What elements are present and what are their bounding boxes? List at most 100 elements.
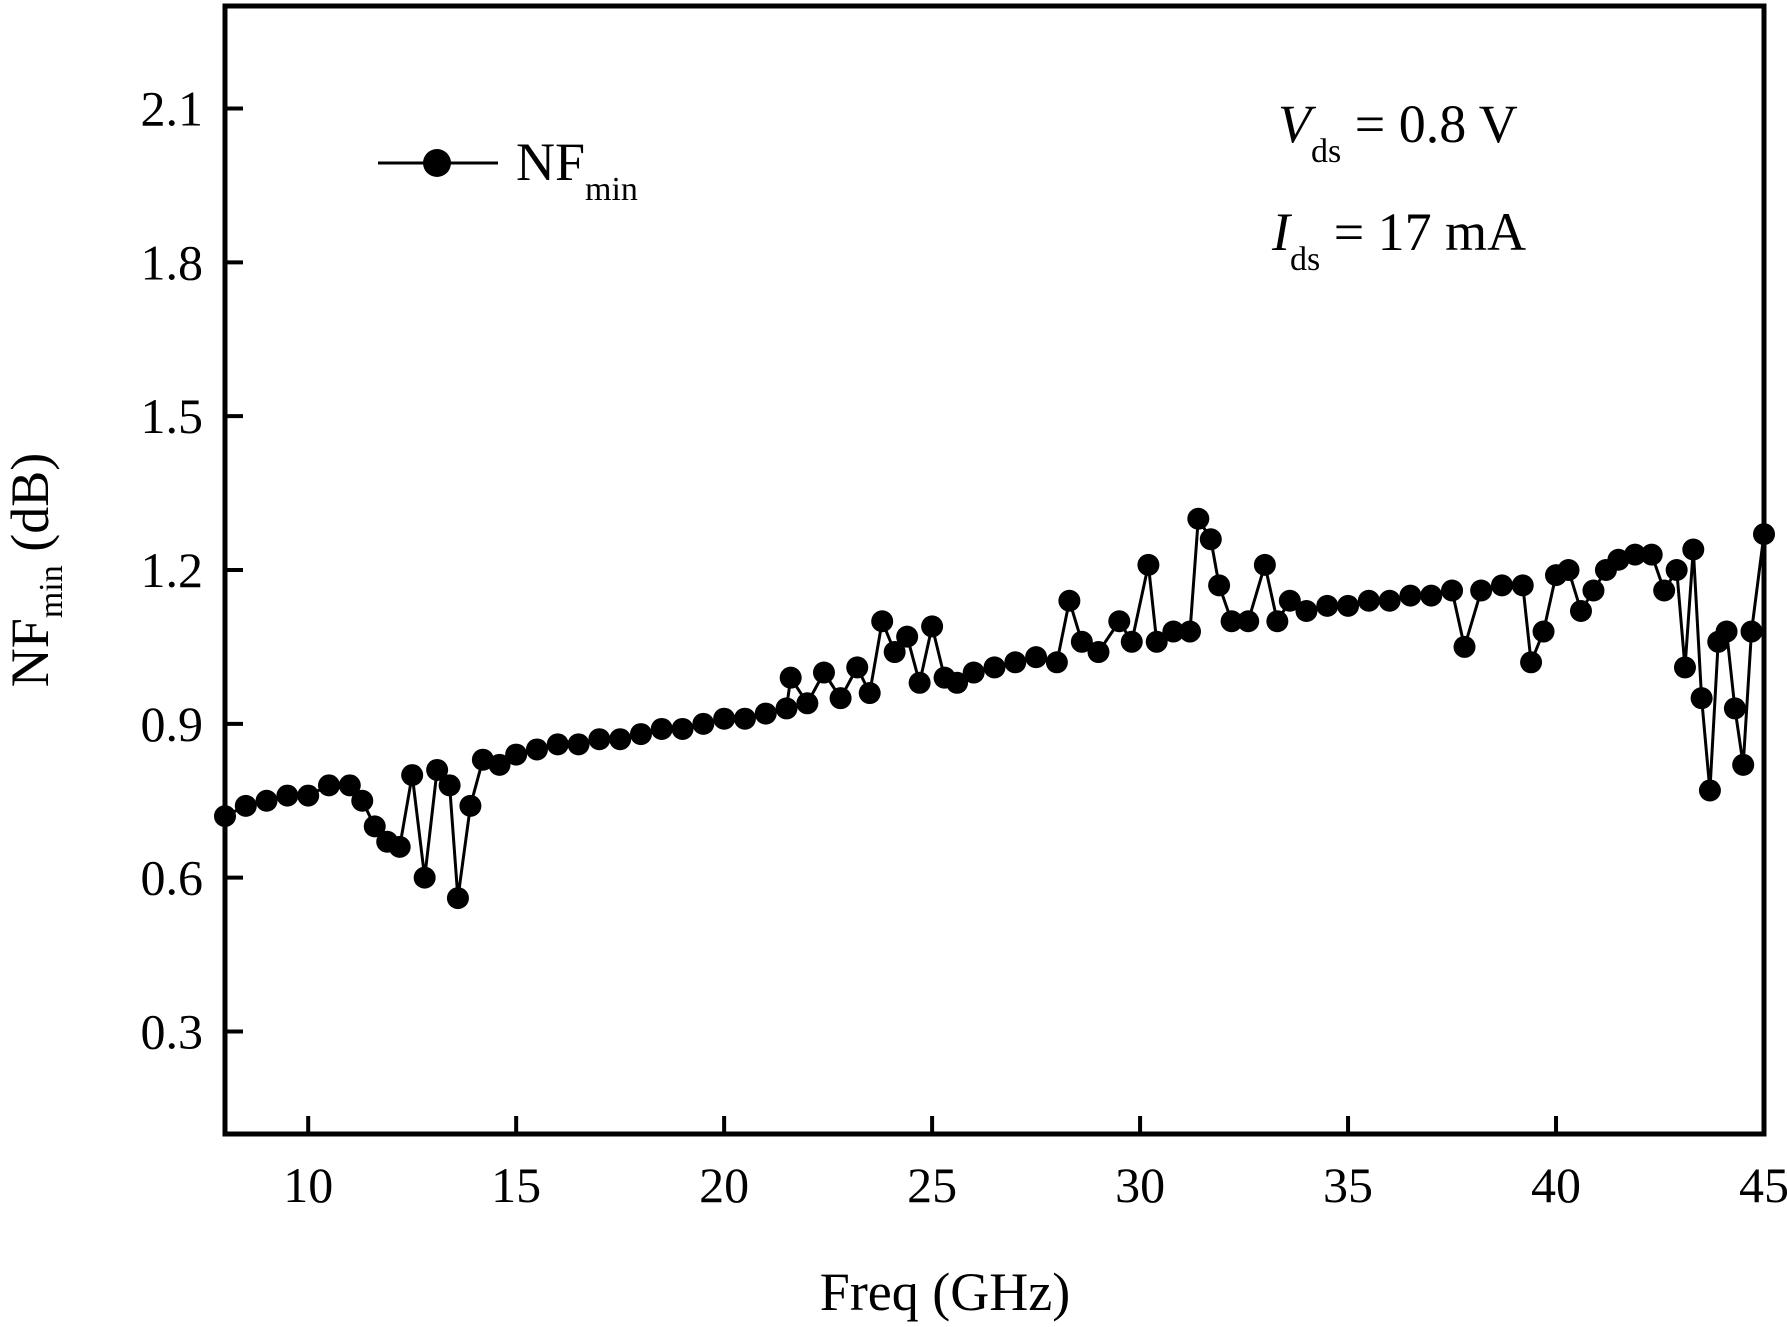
data-point <box>1278 589 1301 612</box>
data-point <box>629 723 652 746</box>
data-point <box>883 641 906 664</box>
vds-annotation: Vds = 0.8 V <box>1278 94 1518 170</box>
data-point <box>525 738 548 761</box>
data-point <box>546 733 569 756</box>
data-point <box>1187 507 1210 530</box>
data-point <box>459 794 482 817</box>
data-point <box>1237 610 1260 633</box>
y-tick-label: 0.3 <box>141 1003 204 1059</box>
data-point <box>908 671 931 694</box>
data-point <box>1357 589 1380 612</box>
legend-label: NFmin <box>516 132 638 208</box>
data-point <box>754 702 777 725</box>
data-point <box>1569 600 1592 623</box>
ids-annotation: Ids = 17 mA <box>1271 202 1526 278</box>
data-point <box>1045 651 1068 674</box>
x-tick-label: 20 <box>699 1157 749 1213</box>
data-point <box>1520 651 1543 674</box>
data-point <box>1690 687 1713 710</box>
x-tick-label: 15 <box>491 1157 541 1213</box>
data-point <box>388 835 411 858</box>
data-point <box>1532 620 1555 643</box>
data-point <box>921 615 944 638</box>
data-point <box>796 692 819 715</box>
x-axis: 10 15 20 25 30 35 40 45 <box>283 1116 1787 1213</box>
data-point <box>1316 594 1339 617</box>
data-point <box>488 753 511 776</box>
data-point <box>567 733 590 756</box>
legend-marker <box>423 149 451 177</box>
y-tick-label: 0.6 <box>141 850 204 906</box>
data-point <box>1673 656 1696 679</box>
data-point <box>234 794 257 817</box>
data-point <box>1732 753 1755 776</box>
data-point <box>1420 584 1443 607</box>
data-point <box>1665 559 1688 581</box>
data-point <box>446 887 469 910</box>
data-point <box>1004 651 1027 674</box>
data-point <box>962 661 985 684</box>
data-point <box>1199 528 1222 551</box>
data-point <box>1120 630 1143 653</box>
x-tick-label: 35 <box>1323 1157 1373 1213</box>
data-point <box>1682 538 1705 561</box>
data-point <box>1490 574 1513 597</box>
data-point <box>338 774 361 797</box>
data-point <box>426 758 449 781</box>
data-point <box>588 728 611 751</box>
series-layer <box>214 507 1775 910</box>
data-point <box>609 728 632 751</box>
data-point <box>692 712 715 735</box>
data-point <box>1025 646 1048 669</box>
data-point <box>1470 579 1493 602</box>
data-point <box>1511 574 1534 597</box>
x-axis-title: Freq (GHz) <box>820 1262 1070 1322</box>
x-tick-label: 45 <box>1739 1157 1787 1213</box>
x-tick-label: 25 <box>907 1157 957 1213</box>
data-point <box>1108 610 1131 633</box>
data-point <box>297 784 320 807</box>
data-point <box>1698 779 1721 802</box>
data-point <box>779 666 802 689</box>
data-point <box>1653 579 1676 602</box>
data-point <box>650 717 673 740</box>
x-tick-label: 40 <box>1531 1157 1581 1213</box>
data-point <box>946 671 969 694</box>
data-point <box>363 815 386 838</box>
data-point <box>1740 620 1763 643</box>
data-point <box>858 682 881 705</box>
data-point <box>438 774 461 797</box>
data-point <box>1441 579 1464 602</box>
y-tick-label: 1.5 <box>141 388 204 444</box>
y-axis: 0.3 0.6 0.9 1.2 1.5 1.8 2.1 <box>141 81 243 1059</box>
y-axis-title: NFmin (dB) <box>0 453 70 687</box>
y-tick-label: 1.2 <box>141 542 204 598</box>
data-point <box>733 707 756 730</box>
x-tick-label: 10 <box>283 1157 333 1213</box>
data-point <box>1058 589 1081 612</box>
data-point <box>1715 620 1738 643</box>
data-point <box>713 707 736 730</box>
x-tick-label: 30 <box>1115 1157 1165 1213</box>
data-point <box>1378 589 1401 612</box>
data-point <box>471 748 494 771</box>
legend: NFmin <box>378 132 638 208</box>
data-point <box>1723 697 1746 720</box>
data-point <box>276 784 299 807</box>
data-point <box>671 717 694 740</box>
y-tick-label: 1.8 <box>141 234 204 290</box>
data-point <box>983 656 1006 679</box>
data-point <box>1582 579 1605 602</box>
data-point <box>1640 543 1663 566</box>
data-point <box>1624 543 1647 566</box>
data-point <box>1087 641 1110 664</box>
series-line <box>224 513 1766 899</box>
data-point <box>1162 620 1185 643</box>
data-point <box>775 697 798 720</box>
data-point <box>413 866 436 889</box>
y-tick-label: 0.9 <box>141 696 204 752</box>
data-point <box>317 774 340 797</box>
data-point <box>1070 630 1093 653</box>
data-point <box>1178 620 1201 643</box>
